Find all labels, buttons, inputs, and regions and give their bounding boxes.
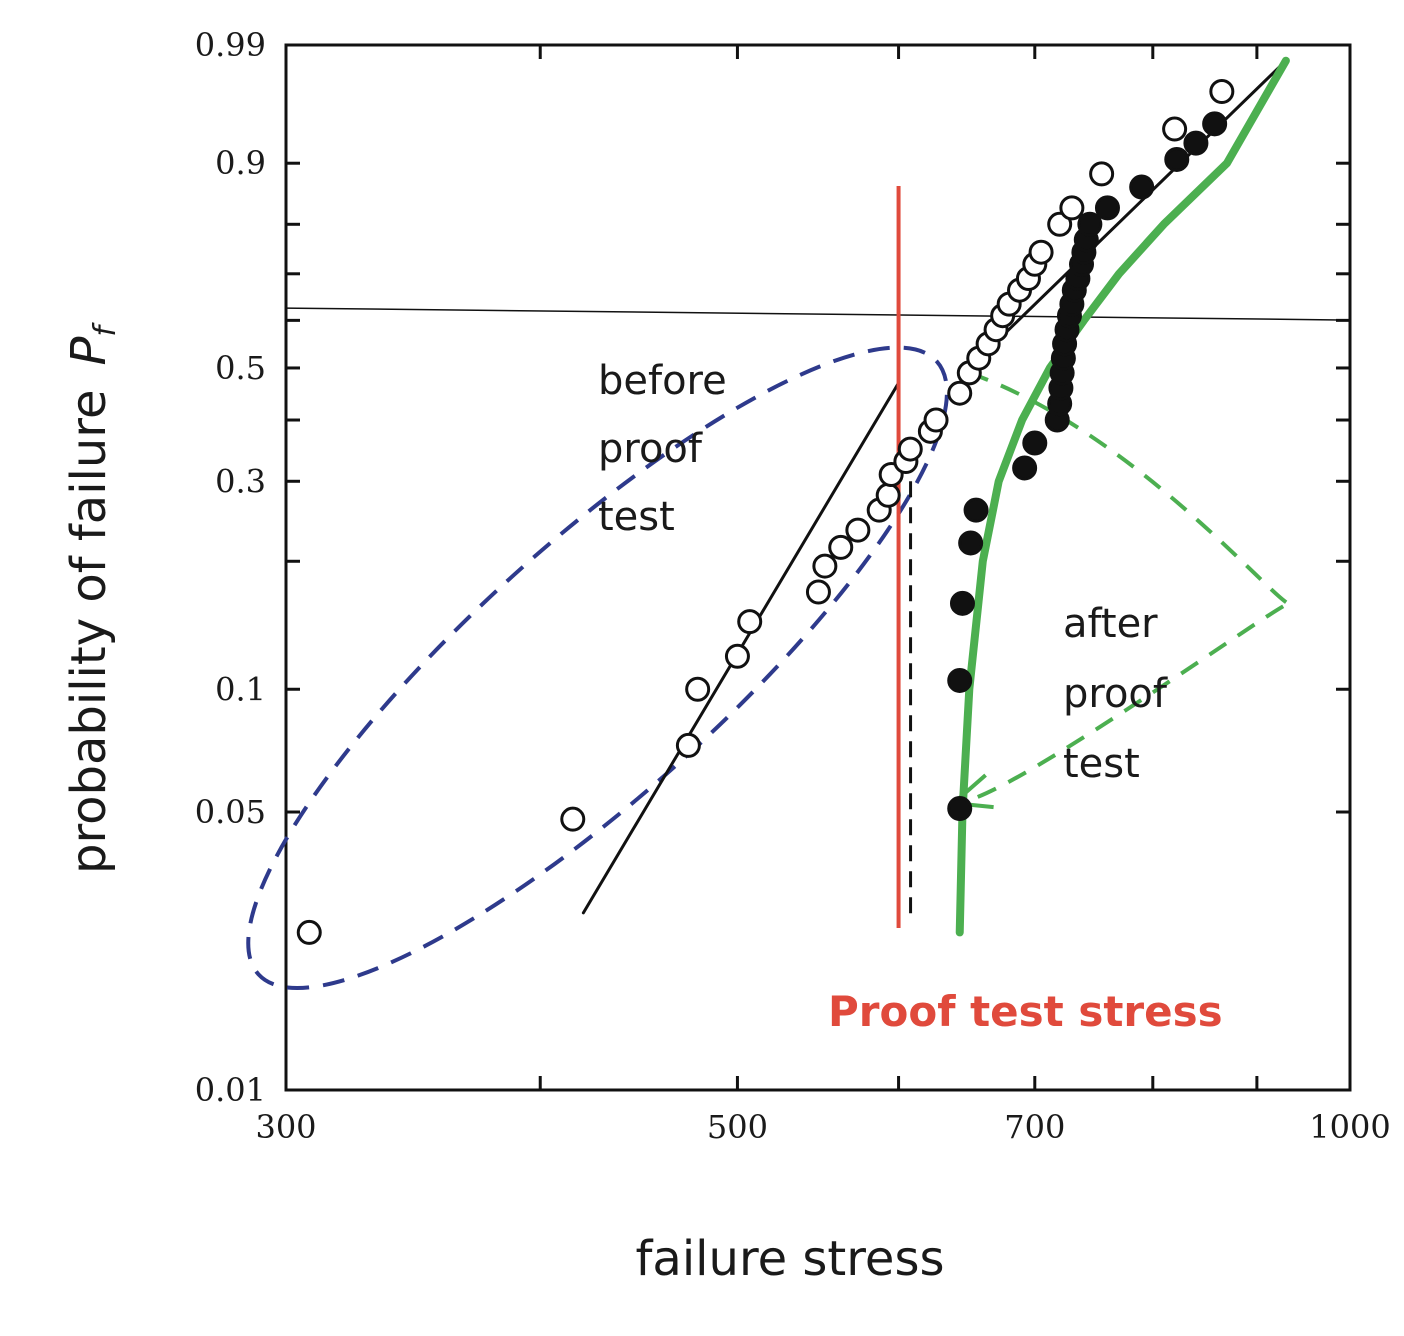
before-proof-point bbox=[296, 919, 322, 945]
after-proof-point bbox=[1012, 455, 1038, 481]
after-proof-point bbox=[1077, 211, 1103, 237]
reference-line-group bbox=[285, 307, 1351, 321]
after-proof-point bbox=[947, 667, 973, 693]
y-tick-labels: 0.99 0.9 0.5 0.3 0.1 0.05 0.01 bbox=[195, 26, 266, 1109]
after-proof-point bbox=[1129, 174, 1155, 200]
data-points bbox=[296, 78, 1235, 945]
after-proof-point bbox=[947, 796, 973, 822]
before-proof-point bbox=[923, 407, 949, 433]
after-proof-point bbox=[949, 590, 975, 616]
plot-frame bbox=[284, 43, 1352, 1092]
before-proof-annotation: before bbox=[598, 358, 727, 404]
after-proof-annotation: test bbox=[1063, 741, 1140, 787]
y-axis-title: probability of failure Pf bbox=[61, 322, 123, 874]
before-proof-point bbox=[1059, 195, 1085, 221]
before-proof-point bbox=[724, 643, 750, 669]
before-proof-annotation: test bbox=[598, 494, 675, 540]
x-tick-label: 700 bbox=[1004, 1108, 1065, 1146]
before-proof-point bbox=[1089, 161, 1115, 187]
after-proof-annotation: after bbox=[1063, 601, 1158, 647]
y-tick-label: 0.9 bbox=[215, 144, 266, 182]
y-tick-label: 0.05 bbox=[195, 793, 266, 831]
green-fit-curve bbox=[955, 56, 1290, 937]
before-proof-point bbox=[1162, 116, 1188, 142]
y-axis-title-group: probability of failure Pf bbox=[61, 322, 123, 874]
before-proof-point bbox=[845, 517, 871, 543]
x-tick-label: 500 bbox=[707, 1108, 768, 1146]
before-proof-point bbox=[1209, 78, 1235, 104]
x-axis-title: failure stress bbox=[636, 1231, 945, 1287]
fit-lines bbox=[581, 56, 1290, 937]
before-proof-point bbox=[1047, 211, 1073, 237]
after-proof-point bbox=[1164, 146, 1190, 172]
before-proof-point bbox=[685, 676, 711, 702]
y-tick-label: 0.1 bbox=[215, 670, 266, 708]
y-tick-label: 0.99 bbox=[195, 26, 266, 64]
x-tick-label: 300 bbox=[255, 1108, 316, 1146]
before-proof-point bbox=[875, 482, 901, 508]
before-proof-point bbox=[1028, 239, 1054, 265]
green-dashed-arrow bbox=[960, 371, 1293, 805]
before-proof-point bbox=[675, 732, 701, 758]
before-proof-point bbox=[805, 579, 831, 605]
y-tick-label: 0.3 bbox=[215, 462, 266, 500]
before-proof-point bbox=[828, 534, 854, 560]
before-proof-point bbox=[947, 380, 973, 406]
after-proof-point bbox=[1183, 130, 1209, 156]
after-proof-point bbox=[963, 497, 989, 523]
proof-test-label: Proof test stress bbox=[828, 987, 1223, 1036]
y-axis-symbol: P bbox=[61, 337, 117, 366]
before-proof-point bbox=[897, 436, 923, 462]
after-proof-point bbox=[958, 530, 984, 556]
before-proof-point bbox=[812, 553, 838, 579]
after-proof-annotation: proof bbox=[1063, 671, 1168, 717]
x-tick-label: 1000 bbox=[1309, 1108, 1390, 1146]
before-proof-ellipse bbox=[246, 345, 949, 991]
annotation-text: before proof test after proof test Proof test … bbox=[598, 358, 1223, 1036]
before-proof-point bbox=[560, 806, 586, 832]
before-proof-point bbox=[737, 609, 763, 635]
after-proof-point bbox=[1202, 111, 1228, 137]
reference-line bbox=[285, 307, 1351, 321]
after-proof-point bbox=[1094, 195, 1120, 221]
y-axis-subscript: f bbox=[88, 322, 123, 337]
black-fit-line bbox=[967, 59, 1288, 370]
after-proof-point bbox=[1022, 430, 1048, 456]
before-proof-annotation: proof bbox=[598, 426, 703, 472]
y-axis-title-text: probability of failure bbox=[61, 390, 117, 875]
y-tick-label: 0.5 bbox=[215, 349, 266, 387]
x-tick-labels: 300 500 700 1000 bbox=[255, 1108, 1390, 1146]
y-tick-label: 0.01 bbox=[195, 1071, 266, 1109]
